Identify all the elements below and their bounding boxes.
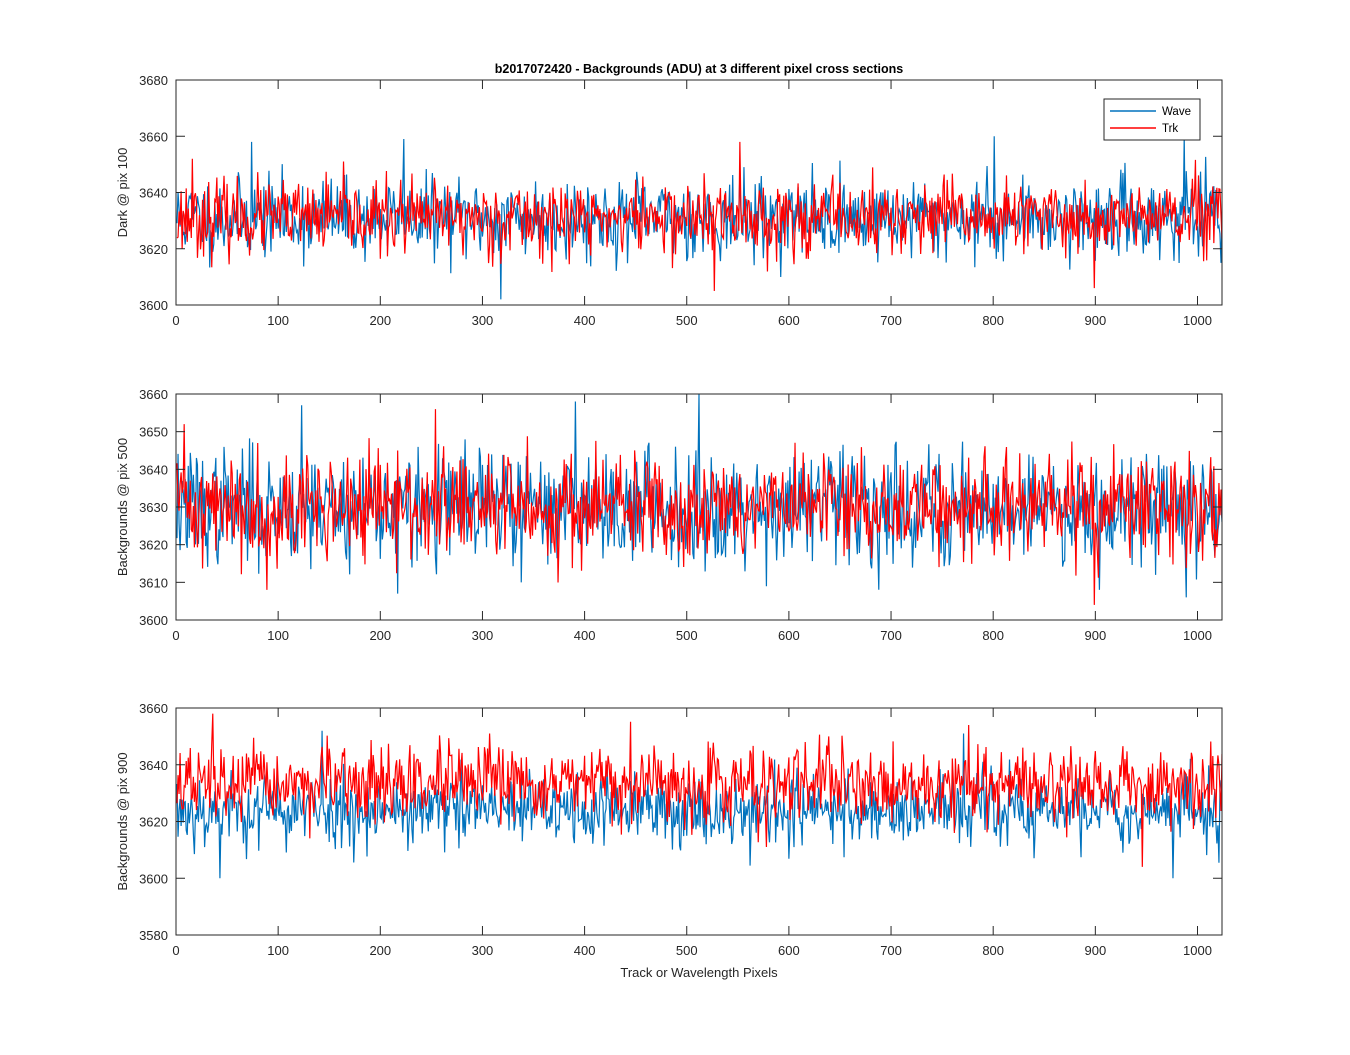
series-line-wave-3: [176, 730, 1222, 879]
y-axis-label-3: Backgrounds @ pix 900: [115, 752, 130, 890]
x-tick-label-800: 800: [982, 313, 1004, 328]
series-line-trk-2: [176, 409, 1222, 605]
x-tick-label-900: 900: [1084, 943, 1106, 958]
legend-label-trk: Trk: [1162, 123, 1178, 135]
x-tick-label-800: 800: [982, 943, 1004, 958]
y-axis-label-2: Backgrounds @ pix 500: [115, 438, 130, 576]
x-tick-label-300: 300: [472, 628, 494, 643]
y-tick-label-3680: 3680: [139, 73, 168, 88]
y-tick-label-3600: 3600: [139, 613, 168, 628]
subplot-1: 0 100 200 300 400 500 600 700 800 900 1000 3600 3620…: [115, 73, 1223, 328]
x-tick-label-1000: 1000: [1183, 313, 1212, 328]
x-tick-label-700: 700: [880, 943, 902, 958]
x-tick-label-700: 700: [880, 313, 902, 328]
x-tick-label-300: 300: [472, 943, 494, 958]
series-line-trk-1: [176, 141, 1222, 291]
x-tick-label-600: 600: [778, 943, 800, 958]
series-line-wave-2: [176, 394, 1222, 598]
x-tick-label-200: 200: [369, 628, 391, 643]
legend: Wave Trk: [1103, 98, 1201, 141]
x-tick-label-400: 400: [574, 313, 596, 328]
x-tick-label-300: 300: [472, 313, 494, 328]
subplot-2: 0 100 200 300 400 500 600 700 800 900 1000 3600 3610…: [115, 387, 1223, 643]
subplot-3: 0 100 200 300 400 500 600 700 800 900 1000 3580 3600…: [115, 701, 1223, 958]
x-tick-label-400: 400: [574, 628, 596, 643]
x-tick-label-200: 200: [369, 943, 391, 958]
x-tick-label-0: 0: [172, 313, 179, 328]
y-tick-label-3640: 3640: [139, 758, 168, 773]
x-tick-label-500: 500: [676, 313, 698, 328]
x-tick-label-600: 600: [778, 313, 800, 328]
plot-area-1: [176, 80, 1222, 305]
x-tick-label-900: 900: [1084, 628, 1106, 643]
y-tick-label-3660: 3660: [139, 701, 168, 716]
x-tick-label-700: 700: [880, 628, 902, 643]
x-tick-label-200: 200: [369, 313, 391, 328]
x-tick-label-400: 400: [574, 943, 596, 958]
x-tick-label-100: 100: [267, 943, 289, 958]
y-tick-label-3640: 3640: [139, 462, 168, 477]
x-tick-label-900: 900: [1084, 313, 1106, 328]
figure-title: b2017072420 - Backgrounds (ADU) at 3 dif…: [495, 62, 904, 76]
x-tick-label-100: 100: [267, 313, 289, 328]
legend-label-wave: Wave: [1162, 106, 1191, 118]
x-tick-label-0: 0: [172, 628, 179, 643]
y-tick-label-3630: 3630: [139, 500, 168, 515]
x-tick-label-800: 800: [982, 628, 1004, 643]
x-tick-label-0: 0: [172, 943, 179, 958]
y-tick-label-3660: 3660: [139, 129, 168, 144]
x-tick-label-100: 100: [267, 628, 289, 643]
y-tick-label-3620: 3620: [139, 538, 168, 553]
x-tick-label-1000: 1000: [1183, 943, 1212, 958]
y-tick-label-3620: 3620: [139, 242, 168, 257]
y-tick-label-3610: 3610: [139, 575, 168, 590]
legend-box: [1103, 98, 1201, 141]
y-axis-label-1: Dark @ pix 100: [115, 148, 130, 238]
y-tick-label-3600: 3600: [139, 871, 168, 886]
x-tick-label-500: 500: [676, 943, 698, 958]
y-tick-label-3650: 3650: [139, 425, 168, 440]
y-tick-label-3580: 3580: [139, 928, 168, 943]
x-tick-label-600: 600: [778, 628, 800, 643]
x-tick-label-1000: 1000: [1183, 628, 1212, 643]
y-tick-label-3660: 3660: [139, 387, 168, 402]
x-axis-label: Track or Wavelength Pixels: [620, 965, 778, 980]
y-tick-label-3620: 3620: [139, 815, 168, 830]
series-line-trk-3: [176, 713, 1222, 867]
x-tick-label-500: 500: [676, 628, 698, 643]
y-tick-label-3600: 3600: [139, 298, 168, 313]
y-tick-label-3640: 3640: [139, 186, 168, 201]
